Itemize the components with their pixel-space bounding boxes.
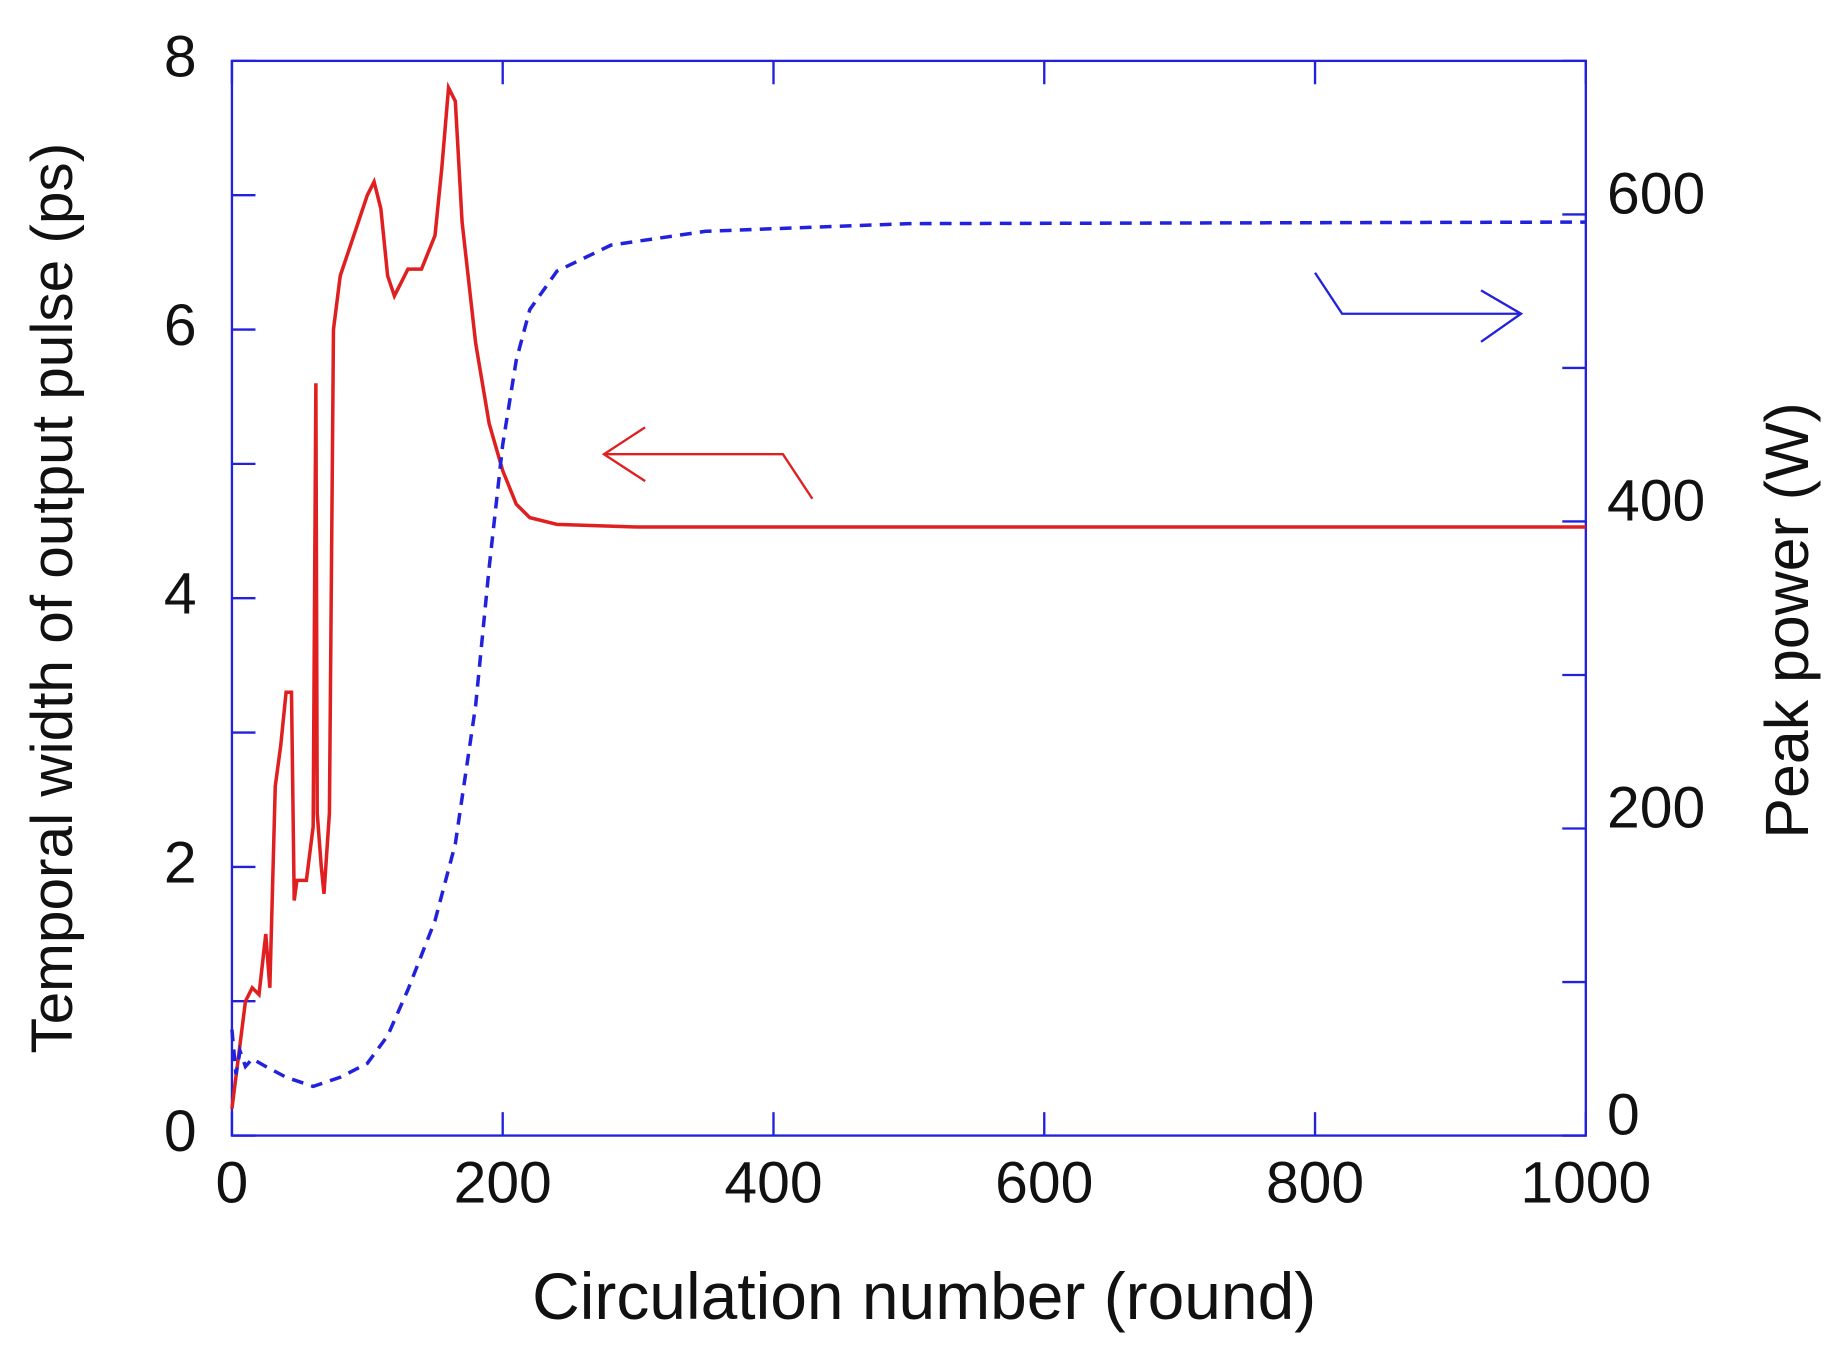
left-arrow (601, 426, 814, 500)
x-tick-label: 600 (995, 1151, 1093, 1216)
series-line (230, 220, 1586, 1089)
y2-tick-label: 600 (1607, 162, 1705, 227)
x-axis-label: Circulation number (round) (532, 1259, 1316, 1333)
series-line (230, 81, 1586, 1109)
x-tick-label: 1000 (1520, 1151, 1651, 1216)
y-tick-label: 4 (164, 562, 197, 627)
y-axis-label: Temporal width of output pulse (ps) (20, 143, 85, 1054)
y2-tick-label: 400 (1607, 469, 1705, 534)
y2-tick-label: 0 (1607, 1083, 1640, 1148)
y-tick-label: 0 (164, 1099, 197, 1164)
y-tick-label: 8 (164, 24, 197, 89)
x-tick-label: 200 (454, 1151, 552, 1216)
x-tick-label: 800 (1266, 1151, 1364, 1216)
y2-axis-label: Peak power (W) (1753, 402, 1821, 838)
x-tick-label: 0 (216, 1151, 249, 1216)
y-tick-label: 2 (164, 830, 197, 895)
right-arrow (1314, 272, 1524, 343)
x-tick-label: 400 (724, 1151, 822, 1216)
y2-tick-label: 200 (1607, 776, 1705, 841)
y-tick-label: 6 (164, 293, 197, 358)
